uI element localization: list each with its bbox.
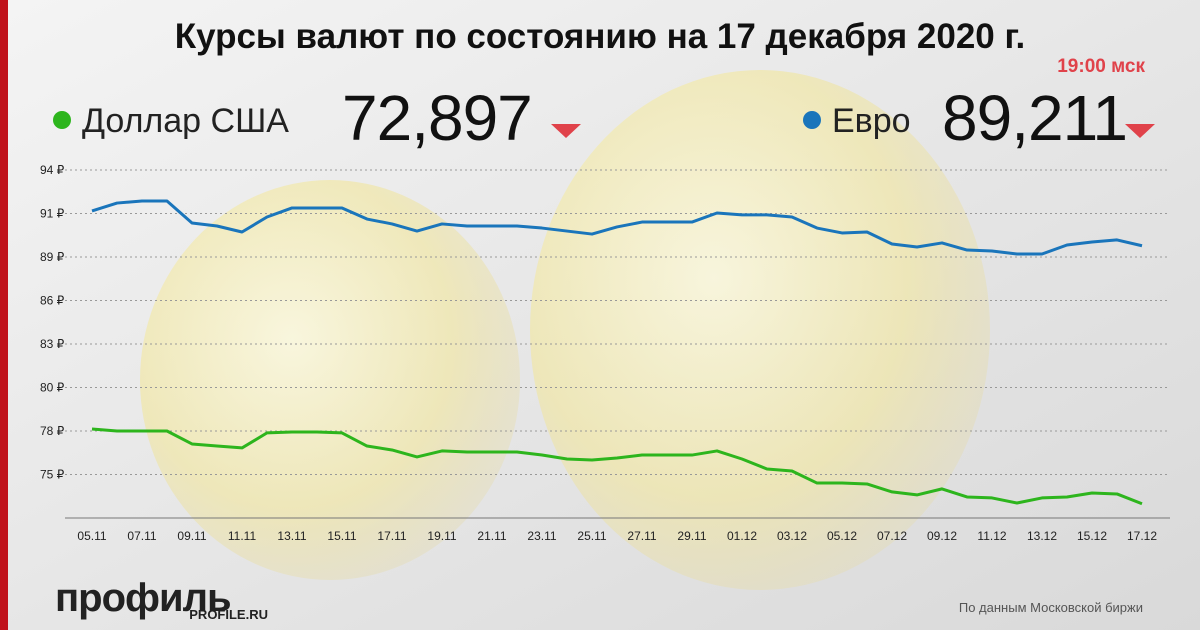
x-tick-label: 15.11 xyxy=(327,529,356,543)
decor-coin xyxy=(530,70,990,590)
x-tick-label: 09.12 xyxy=(927,529,957,543)
decor-coin xyxy=(140,180,520,580)
trend-arrow xyxy=(1125,124,1155,138)
y-tick-label: 78 ₽ xyxy=(40,424,65,438)
x-tick-label: 23.11 xyxy=(527,529,556,543)
x-tick-label: 09.11 xyxy=(177,529,206,543)
x-tick-label: 21.11 xyxy=(477,529,506,543)
legend-marker xyxy=(53,111,71,129)
legend-label: Евро xyxy=(832,102,911,140)
x-tick-label: 17.12 xyxy=(1127,529,1157,543)
x-tick-label: 07.11 xyxy=(127,529,156,543)
legend-marker xyxy=(803,111,821,129)
y-tick-label: 83 ₽ xyxy=(40,337,65,351)
x-tick-label: 15.12 xyxy=(1077,529,1107,543)
x-tick-label: 13.12 xyxy=(1027,529,1057,543)
x-tick-label: 19.11 xyxy=(427,529,456,543)
logo: профиль xyxy=(55,576,231,620)
trend-arrow xyxy=(551,124,581,138)
x-tick-label: 03.12 xyxy=(777,529,807,543)
y-tick-label: 75 ₽ xyxy=(40,468,65,482)
x-tick-label: 11.12 xyxy=(977,529,1006,543)
x-tick-label: 27.11 xyxy=(627,529,656,543)
legend-label: Доллар США xyxy=(82,102,289,140)
source: По данным Московской биржи xyxy=(959,600,1143,615)
latest-value: 72,897 xyxy=(342,82,532,154)
x-tick-label: 05.12 xyxy=(827,529,857,543)
line-series xyxy=(91,427,1143,506)
line-series xyxy=(91,199,1143,256)
y-tick-label: 89 ₽ xyxy=(40,250,65,264)
x-tick-label: 01.12 xyxy=(727,529,757,543)
latest-value: 89,211 xyxy=(942,82,1127,154)
y-tick-label: 91 ₽ xyxy=(40,207,65,221)
subtitle: 19:00 мск xyxy=(1057,56,1145,77)
x-tick-label: 11.11 xyxy=(228,529,257,543)
y-tick-label: 80 ₽ xyxy=(40,381,65,395)
chart-title: Курсы валют по состоянию на 17 декабря 2… xyxy=(175,17,1026,56)
logo-url: PROFILE.RU xyxy=(189,607,268,622)
x-tick-label: 25.11 xyxy=(577,529,606,543)
x-tick-label: 13.11 xyxy=(277,529,306,543)
y-tick-label: 94 ₽ xyxy=(40,163,65,177)
x-tick-label: 17.11 xyxy=(377,529,406,543)
x-tick-label: 29.11 xyxy=(677,529,706,543)
x-tick-label: 05.11 xyxy=(77,529,106,543)
accent-strip xyxy=(0,0,8,630)
x-tick-label: 07.12 xyxy=(877,529,907,543)
y-tick-label: 86 ₽ xyxy=(40,294,65,308)
